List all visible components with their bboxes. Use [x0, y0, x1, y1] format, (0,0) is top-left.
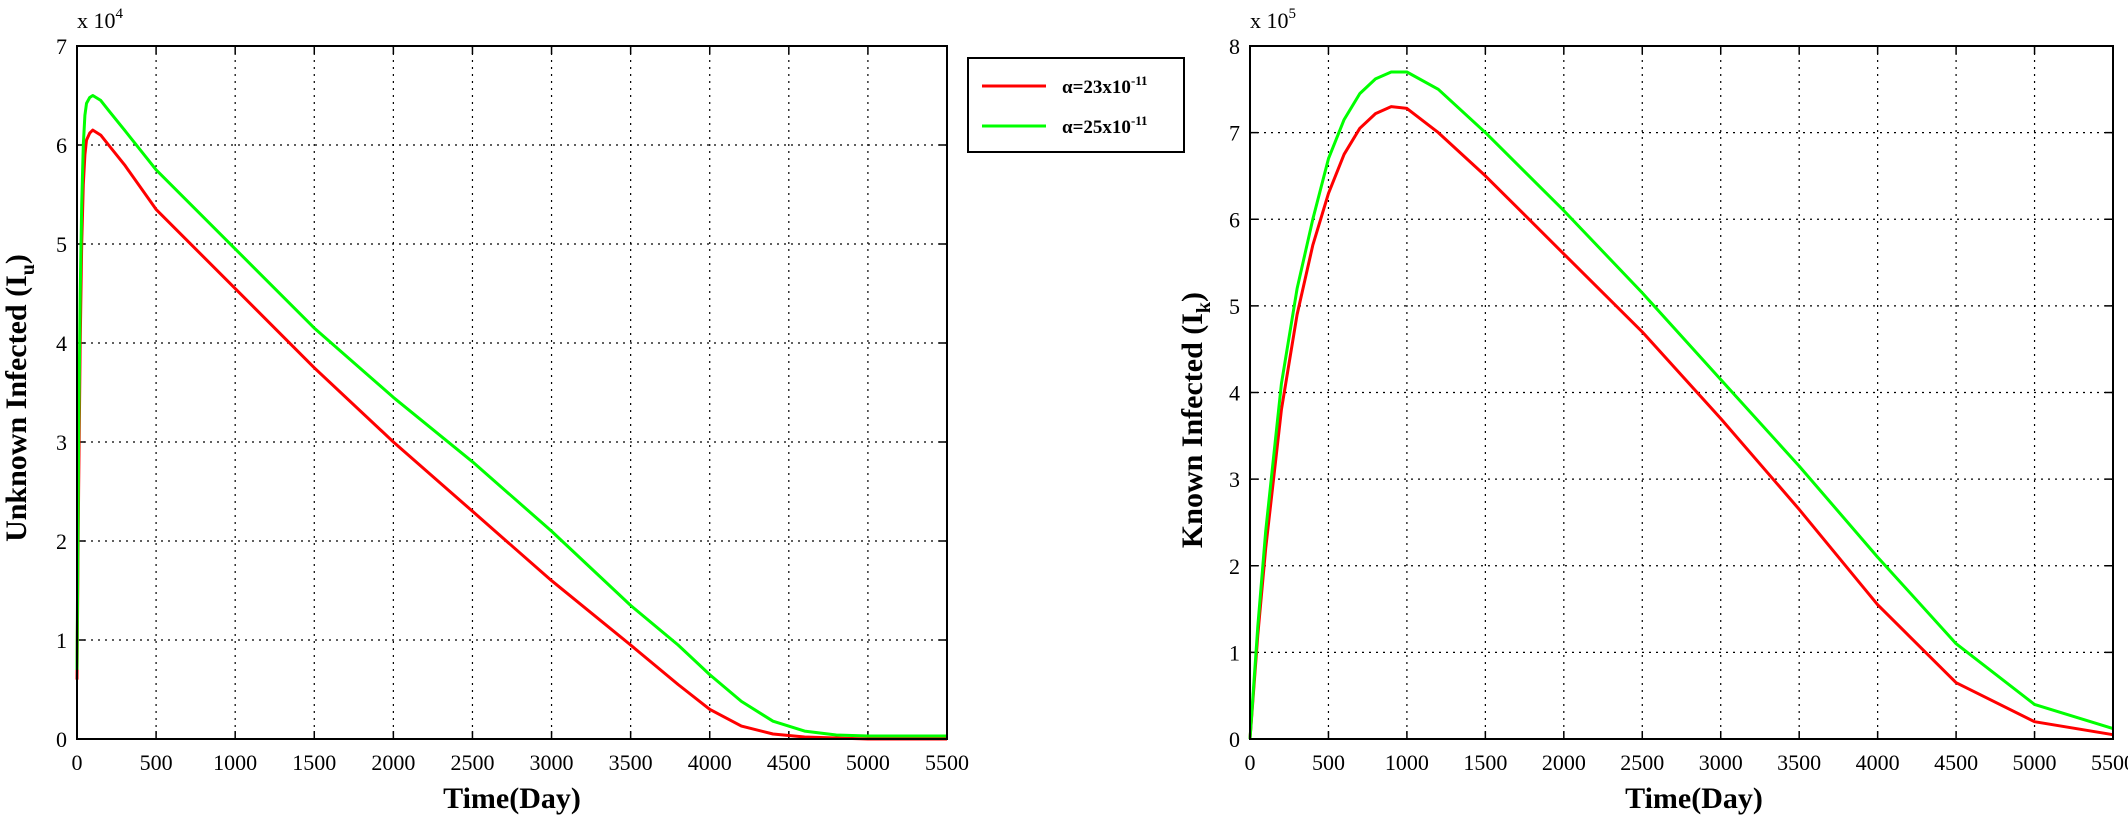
legend-label-alpha-23: α=23x10-11 [1062, 73, 1148, 98]
x-tick-labels: 0 500 1000 1500 2000 2500 3000 3500 4000 4500 5000… [72, 750, 970, 775]
x-tick-label: 2000 [1542, 750, 1586, 775]
y-tick-label: 1 [56, 628, 67, 653]
exponent-label: x 104 [77, 6, 124, 33]
grid [1249, 45, 2114, 740]
x-tick-label: 5000 [2013, 750, 2057, 775]
y-tick-label: 7 [56, 34, 67, 59]
chart-known-infected: 0 500 1000 1500 2000 2500 3000 3500 4000 4500 5000… [1176, 6, 2128, 815]
x-tick-label: 3500 [609, 750, 653, 775]
y-axis-label: Unknown Infected (Iu) [0, 254, 39, 542]
x-tick-label: 1500 [292, 750, 336, 775]
y-tick-label: 4 [1229, 381, 1240, 406]
x-tick-label: 2500 [1620, 750, 1664, 775]
x-tick-label: 4000 [688, 750, 732, 775]
x-tick-label: 5000 [846, 750, 890, 775]
y-tick-label: 5 [1229, 294, 1240, 319]
series-line-alpha-25 [1248, 70, 2114, 740]
chart-unknown-infected: 0 500 1000 1500 2000 2500 3000 3500 4000 4500 5000… [0, 6, 969, 815]
x-tick-label: 3500 [1777, 750, 1821, 775]
exponent-label: x 105 [1250, 6, 1296, 33]
plot-frame [76, 45, 948, 740]
x-tick-label: 1000 [1385, 750, 1429, 775]
x-tick-labels: 0 500 1000 1500 2000 2500 3000 3500 4000 4500 5000… [1245, 750, 2128, 775]
x-tick-label: 500 [140, 750, 173, 775]
legend: α=23x10-11 α=25x10-11 [967, 57, 1185, 153]
y-tick-labels: 0 1 2 3 4 5 6 7 8 [1229, 34, 1240, 752]
y-tick-label: 4 [56, 331, 67, 356]
series-lines [75, 94, 947, 741]
series-line-alpha-25 [75, 94, 947, 738]
x-tick-label: 5500 [925, 750, 969, 775]
y-tick-label: 2 [1229, 554, 1240, 579]
y-tick-label: 3 [1229, 467, 1240, 492]
plot-frame [1249, 45, 2114, 740]
y-tick-label: 8 [1229, 34, 1240, 59]
series-line-alpha-23 [1248, 105, 2114, 740]
x-axis-label: Time(Day) [1625, 782, 1763, 815]
y-tick-label: 7 [1229, 121, 1240, 146]
y-tick-label: 3 [56, 430, 67, 455]
x-axis-label: Time(Day) [443, 782, 581, 815]
x-tick-label: 0 [72, 750, 83, 775]
y-tick-label: 2 [56, 529, 67, 554]
x-tick-label: 2000 [371, 750, 415, 775]
y-tick-label: 0 [56, 727, 67, 752]
x-tick-label: 5500 [2091, 750, 2128, 775]
x-tick-label: 500 [1312, 750, 1345, 775]
y-tick-label: 6 [1229, 207, 1240, 232]
y-tick-label: 5 [56, 232, 67, 257]
y-tick-label: 1 [1229, 640, 1240, 665]
legend-box [967, 57, 1185, 153]
x-tick-label: 1500 [1463, 750, 1507, 775]
grid [76, 45, 948, 740]
x-tick-label: 4500 [1934, 750, 1978, 775]
x-tick-label: 4000 [1856, 750, 1900, 775]
legend-label-alpha-25: α=25x10-11 [1062, 113, 1148, 138]
x-tick-label: 3000 [1699, 750, 1743, 775]
y-axis-label: Known Infected (Ik) [1176, 292, 1215, 548]
x-tick-label: 0 [1245, 750, 1256, 775]
x-tick-label: 4500 [767, 750, 811, 775]
y-tick-label: 6 [56, 133, 67, 158]
x-tick-label: 2500 [450, 750, 494, 775]
x-tick-label: 1000 [213, 750, 257, 775]
y-tick-label: 0 [1229, 727, 1240, 752]
series-lines [1248, 70, 2114, 740]
y-tick-labels: 0 1 2 3 4 5 6 7 [56, 34, 67, 752]
x-tick-label: 3000 [530, 750, 574, 775]
